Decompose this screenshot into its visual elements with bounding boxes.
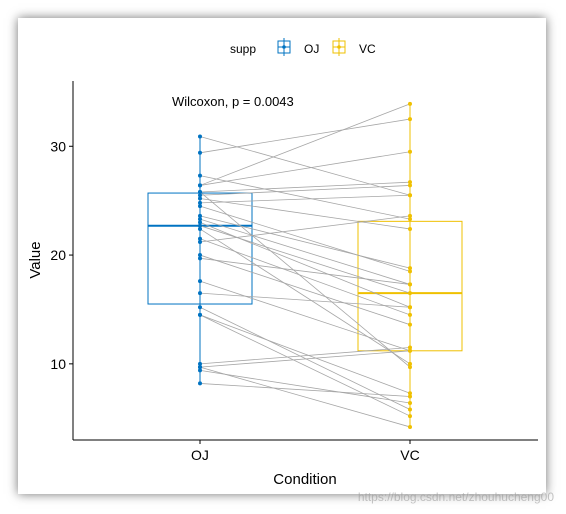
- legend-label-oj: OJ: [304, 42, 319, 56]
- point-oj-0: [198, 134, 202, 139]
- pair-line-0: [199, 136, 411, 196]
- point-oj-27: [198, 381, 202, 386]
- point-vc-22: [408, 391, 412, 396]
- point-oj-20: [198, 291, 202, 296]
- y-tick-label-30: 30: [50, 138, 66, 154]
- point-vc-14: [408, 361, 412, 366]
- x-tick-label-oj: OJ: [191, 447, 209, 463]
- point-vc-1: [408, 117, 412, 122]
- point-oj-16: [198, 240, 202, 245]
- point-oj-19: [198, 279, 202, 284]
- pair-line-22: [199, 314, 411, 394]
- pair-line-17: [199, 254, 411, 326]
- pair-line-12: [199, 222, 411, 308]
- watermark: https://blog.csdn.net/zhouhucheng00: [357, 490, 554, 504]
- legend-title: supp: [230, 42, 256, 56]
- chart-panel: supp OJ VC Condition Value Wilcoxon, p =…: [18, 18, 546, 494]
- point-vc-23: [408, 345, 412, 350]
- pair-line-14: [199, 228, 411, 365]
- point-oj-9: [198, 204, 202, 209]
- point-vc-13: [408, 291, 412, 296]
- point-vc-3: [408, 149, 412, 154]
- point-oj-7: [198, 196, 202, 201]
- wilcoxon-annotation: Wilcoxon, p = 0.0043: [172, 94, 294, 109]
- point-oj-18: [198, 256, 202, 261]
- point-vc-10: [408, 266, 412, 271]
- point-oj-4: [198, 183, 202, 188]
- y-tick-label-20: 20: [50, 247, 66, 263]
- x-tick-label-vc: VC: [400, 447, 419, 463]
- point-vc-29: [408, 365, 412, 370]
- point-oj-6: [198, 193, 202, 198]
- legend-key-vc: [332, 38, 346, 56]
- point-oj-14: [198, 226, 202, 231]
- chart: supp OJ VC Condition Value Wilcoxon, p =…: [27, 38, 538, 488]
- point-oj-8: [198, 200, 202, 205]
- point-vc-27: [408, 394, 412, 399]
- y-axis-title: Value: [27, 241, 44, 278]
- point-oj-2: [198, 173, 202, 178]
- pair-line-3: [199, 151, 411, 186]
- pair-line-25: [199, 369, 411, 404]
- point-oj-10: [198, 213, 202, 218]
- pair-line-13: [199, 225, 411, 294]
- pair-line-18: [199, 257, 411, 285]
- pair-line-5: [199, 181, 411, 193]
- pair-line-4: [199, 103, 411, 186]
- point-vc-18: [408, 282, 412, 287]
- point-vc-21: [408, 407, 412, 412]
- point-oj-15: [198, 236, 202, 241]
- point-vc-7: [408, 226, 412, 231]
- point-vc-8: [408, 193, 412, 198]
- legend-key-oj: [277, 38, 291, 56]
- point-oj-1: [198, 150, 202, 155]
- pair-line-24: [199, 350, 411, 368]
- point-oj-29: [198, 189, 202, 194]
- point-oj-12: [198, 220, 202, 225]
- point-oj-23: [198, 361, 202, 366]
- legend: supp OJ VC: [230, 38, 376, 56]
- pair-line-28: [199, 314, 411, 417]
- pair-line-23: [199, 347, 411, 365]
- pair-line-20: [199, 292, 411, 308]
- pair-line-15: [199, 238, 411, 316]
- pair-line-21: [199, 306, 411, 410]
- pair-line-10: [199, 215, 411, 269]
- point-vc-4: [408, 101, 412, 106]
- point-vc-16: [408, 213, 412, 218]
- point-vc-15: [408, 312, 412, 317]
- point-oj-17: [198, 253, 202, 258]
- pair-line-8: [199, 194, 411, 204]
- pair-line-9: [199, 205, 411, 272]
- pair-line-2: [199, 175, 411, 220]
- point-vc-25: [408, 401, 412, 406]
- point-oj-28: [198, 312, 202, 317]
- point-oj-21: [198, 305, 202, 310]
- point-oj-25: [198, 368, 202, 373]
- point-vc-6: [408, 183, 412, 188]
- pair-line-7: [199, 198, 411, 230]
- point-vc-28: [408, 414, 412, 419]
- point-oj-13: [198, 223, 202, 228]
- pair-line-11: [199, 218, 411, 285]
- pair-line-16: [199, 215, 411, 243]
- point-oj-11: [198, 217, 202, 222]
- point-vc-17: [408, 322, 412, 327]
- point-vc-5: [408, 180, 412, 185]
- point-vc-9: [408, 269, 412, 274]
- point-vc-26: [408, 424, 412, 429]
- pair-line-29: [199, 191, 411, 368]
- y-tick-label-10: 10: [50, 356, 66, 372]
- legend-label-vc: VC: [359, 42, 376, 56]
- x-axis-title: Condition: [273, 471, 336, 488]
- pair-line-19: [199, 280, 411, 352]
- point-vc-2: [408, 217, 412, 222]
- pair-line-1: [199, 118, 411, 154]
- point-vc-24: [408, 348, 412, 353]
- point-oj-26: [198, 365, 202, 370]
- point-vc-20: [408, 305, 412, 310]
- pair-line-26: [199, 366, 411, 428]
- pair-line-27: [199, 383, 411, 397]
- pair-line-6: [199, 185, 411, 196]
